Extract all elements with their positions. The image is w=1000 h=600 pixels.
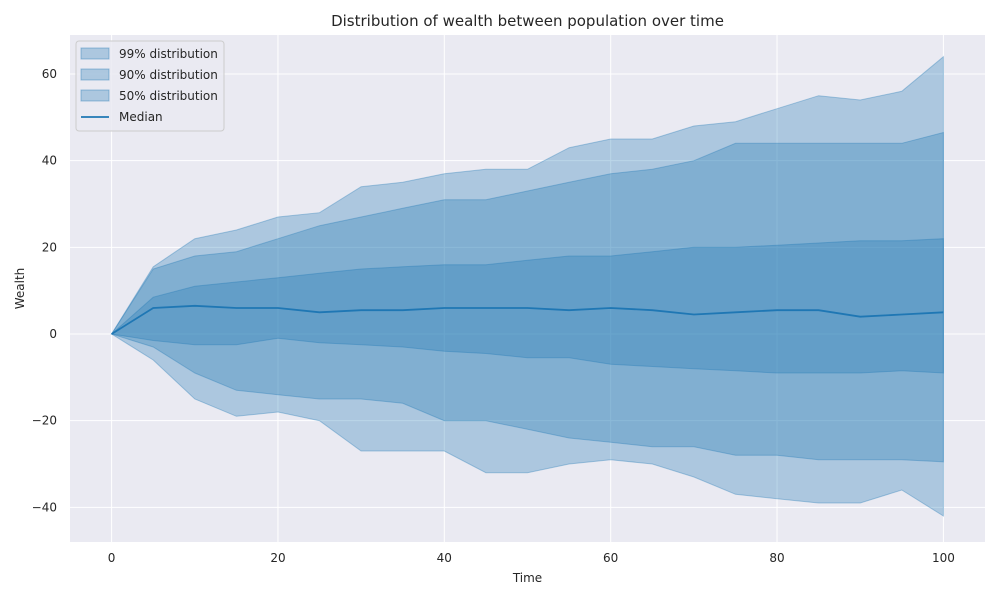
tick-labels: 0 20 40 60 80 100 −40 −20 0 20 40 60 bbox=[32, 67, 955, 565]
legend: 99% distribution 90% distribution 50% dist… bbox=[75, 40, 225, 132]
legend-entry: 50% distribution bbox=[119, 89, 218, 103]
x-tick-label: 20 bbox=[270, 551, 285, 565]
y-tick-label: 40 bbox=[42, 154, 57, 168]
x-tick-label: 0 bbox=[108, 551, 116, 565]
y-tick-label: 0 bbox=[49, 327, 57, 341]
y-axis-label: Wealth bbox=[13, 268, 27, 310]
legend-box bbox=[75, 40, 225, 132]
legend-entry: Median bbox=[119, 110, 163, 124]
x-tick-label: 100 bbox=[932, 551, 955, 565]
median-layer bbox=[111, 304, 944, 335]
chart-title: Distribution of wealth between populatio… bbox=[331, 12, 724, 30]
y-tick-label: −40 bbox=[32, 500, 57, 514]
y-tick-label: −20 bbox=[32, 414, 57, 428]
distribution-bands bbox=[110, 55, 944, 517]
band-90-percent bbox=[110, 131, 944, 463]
x-tick-label: 60 bbox=[603, 551, 618, 565]
legend-swatch bbox=[80, 47, 110, 60]
legend-entry: 90% distribution bbox=[119, 68, 218, 82]
median-line bbox=[111, 304, 944, 335]
x-tick-label: 80 bbox=[769, 551, 784, 565]
legend-entry: 99% distribution bbox=[119, 47, 218, 61]
x-tick-label: 40 bbox=[437, 551, 452, 565]
x-axis-label: Time bbox=[512, 571, 542, 585]
y-tick-label: 20 bbox=[42, 240, 57, 254]
legend-swatch bbox=[80, 89, 110, 102]
band-50-percent bbox=[110, 238, 944, 374]
grid-lines bbox=[70, 35, 985, 542]
band-99-percent bbox=[110, 55, 944, 517]
legend-swatch bbox=[80, 68, 110, 81]
y-tick-label: 60 bbox=[42, 67, 57, 81]
